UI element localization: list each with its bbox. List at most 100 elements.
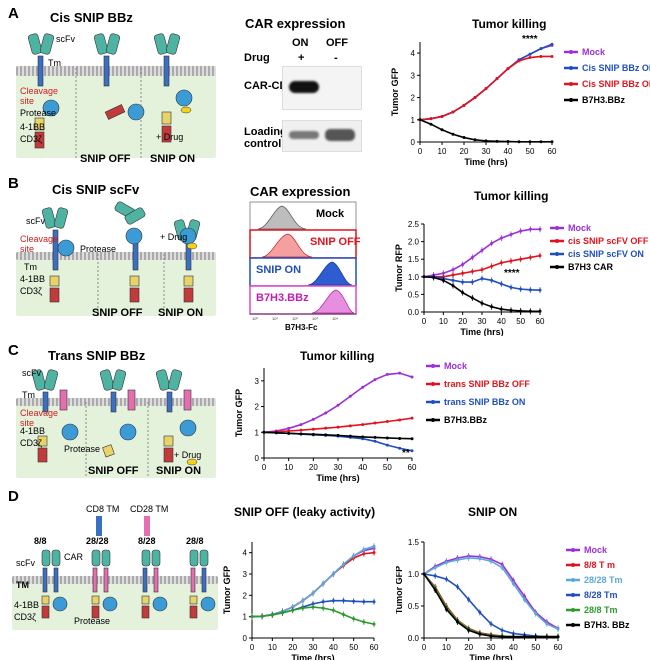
data-point (287, 426, 291, 430)
blot-loading-band-box (282, 120, 362, 152)
data-point (489, 559, 493, 563)
chart-c: Tumor killing 0 10 20 30 40 50 60 0 1 2 3 Time (hrs)… (234, 349, 530, 483)
series-3 (418, 118, 554, 144)
data-point (429, 122, 433, 126)
data-point (478, 610, 482, 614)
x-tick-label: 60 (536, 317, 545, 326)
series-1 (262, 416, 414, 434)
data-point (362, 600, 366, 604)
panel-c-snip-on-label: SNIP ON (156, 465, 202, 477)
y-tick-label: 1.5 (408, 255, 420, 264)
y-tick-label: 4 (411, 49, 416, 58)
data-point (444, 577, 448, 581)
data-point (311, 432, 315, 436)
x-tick-label: 20 (460, 147, 469, 156)
scfv-label: scFv (22, 368, 41, 378)
data-point (484, 139, 488, 143)
x-tick-label: 40 (329, 643, 338, 652)
svg-text:10¹: 10¹ (272, 316, 278, 321)
cd8-tm-swatch (96, 516, 102, 536)
x-tick-label: 0 (250, 643, 255, 652)
protease-label: Protease (80, 244, 117, 254)
chart-a: Tumor killing 0 10 20 30 40 50 60 0 1 2 3 4 Time (hrs… (390, 17, 650, 167)
data-point (331, 572, 335, 576)
data-point (480, 268, 484, 272)
flow-row-mock (249, 201, 357, 231)
data-point (500, 635, 504, 639)
chart-b: Tumor killing 0 10 20 30 40 50 60 0.0 0.5 1.0 1.5 2.… (394, 189, 649, 336)
significance-mark: **** (504, 268, 520, 279)
data-point (528, 140, 532, 144)
series-0 (418, 43, 554, 122)
chart-d-off: SNIP OFF (leaky activity) 0 10 20 30 40 50 60 0 1… (222, 505, 379, 660)
data-point (410, 416, 414, 420)
protease-label: Protease (74, 616, 111, 626)
legend-marker (569, 66, 573, 70)
chart-d-on: SNIP ON 0 10 20 30 40 50 60 0.0 0.5 1.0 1.5 Time (hr… (396, 505, 630, 660)
x-tick-label: 10 (442, 643, 451, 652)
panel-c-schematic: scFv Tm Cleavage site 4-1BB CD3ζ Proteas… (16, 366, 218, 478)
scfv-label: scFv (26, 216, 45, 226)
x-tick-label: 30 (334, 463, 343, 472)
y-tick-label: 0.0 (408, 308, 420, 317)
x-tick-label: 0 (262, 463, 267, 472)
data-point (372, 600, 376, 604)
legend-marker (571, 608, 575, 612)
panel-letter-d: D (8, 488, 19, 505)
blot-loading-band-on (289, 131, 319, 139)
data-point (480, 277, 484, 281)
data-point (342, 562, 345, 566)
panel-letter-a: A (8, 5, 19, 22)
x-axis-label: Time (hrs) (464, 157, 507, 167)
y-tick-label: 1.0 (408, 273, 420, 282)
chart-title: Tumor killing (472, 17, 546, 31)
data-point (451, 284, 455, 288)
x-tick-label: 40 (504, 147, 513, 156)
x-tick-label: 60 (408, 463, 417, 472)
x-axis-label: Time (hrs) (316, 473, 359, 483)
cd8-tm-legend: CD8 TM (86, 504, 120, 514)
legend-marker (569, 98, 573, 102)
panel-a-snip-off-label: SNIP OFF (80, 153, 131, 165)
blot-col-on: ON (292, 37, 309, 49)
chart-title: Tumor killing (474, 189, 548, 203)
x-tick-label: 10 (439, 317, 448, 326)
panel-d-receptor-drawings (41, 549, 216, 619)
data-point (538, 309, 542, 313)
legend-marker (571, 623, 575, 627)
data-point (519, 309, 523, 313)
y-tick-label: 0.5 (408, 290, 420, 299)
data-point (372, 551, 376, 555)
data-point (336, 425, 340, 429)
data-point (500, 628, 504, 632)
data-point (410, 437, 414, 441)
data-point (499, 236, 503, 240)
construct-28-28: 28/28 (86, 536, 109, 546)
data-point (499, 261, 503, 265)
data-point (444, 607, 448, 611)
data-point (478, 557, 482, 561)
data-point (480, 248, 484, 252)
flow-title: CAR expression (250, 184, 351, 199)
drug-label: + Drug (174, 450, 202, 460)
data-point (342, 599, 345, 603)
x-tick-label: 20 (458, 317, 467, 326)
data-point (480, 301, 484, 305)
data-point (373, 435, 377, 439)
x-tick-label: 50 (526, 147, 535, 156)
data-point (385, 419, 389, 423)
data-point (462, 136, 466, 140)
data-point (519, 287, 523, 291)
data-point (528, 288, 532, 292)
data-point (433, 574, 437, 578)
cd28-tm-legend: CD28 TM (130, 504, 169, 514)
legend-marker (431, 364, 435, 368)
data-point (556, 627, 560, 631)
legend-marker (431, 418, 435, 422)
panel-b-receptor-drawings (41, 201, 201, 316)
x-tick-label: 20 (464, 643, 473, 652)
data-point (440, 114, 444, 118)
panel-c-receptor-drawings (31, 369, 198, 478)
blot-drug-minus: - (334, 52, 338, 64)
y-tick-label: 2 (411, 94, 416, 103)
